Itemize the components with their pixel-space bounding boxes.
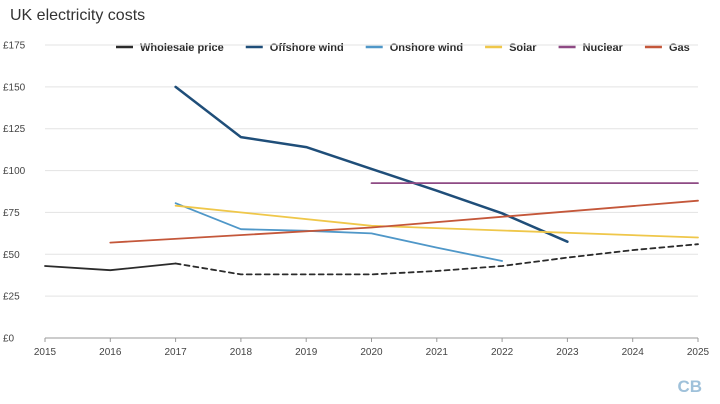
x-tick-label: 2018: [230, 347, 253, 358]
x-tick-label: 2025: [687, 347, 710, 358]
x-tick-label: 2023: [556, 347, 579, 358]
series-lines: [44, 85, 699, 276]
y-tick-label: £100: [3, 166, 26, 177]
grid: [45, 44, 698, 297]
x-tick-label: 2019: [295, 347, 318, 358]
y-tick-label: £150: [3, 82, 26, 93]
legend-label-offshore-wind: Offshore wind: [270, 42, 344, 54]
legend-label-gas: Gas: [669, 42, 690, 54]
y-tick-label: £175: [3, 41, 26, 52]
x-tick-label: 2017: [164, 347, 187, 358]
y-tick-label: £75: [3, 208, 20, 219]
y-tick-label: £0: [3, 334, 15, 345]
gas-line: [109, 199, 699, 244]
y-tick-label: £125: [3, 124, 26, 135]
x-tick-label: 2020: [360, 347, 383, 358]
chart-title: UK electricity costs: [10, 7, 145, 24]
x-tick-label: 2022: [491, 347, 514, 358]
carbon-brief-logo: CB: [677, 377, 702, 396]
x-tick-label: 2021: [426, 347, 449, 358]
wholesale-price-line-actual: [44, 262, 177, 272]
x-tick-label: 2024: [622, 347, 645, 358]
solar-line: [174, 204, 699, 239]
legend-label-onshore-wind: Onshore wind: [390, 42, 463, 54]
onshore-wind-line: [174, 202, 504, 262]
legend-label-solar: Solar: [509, 42, 537, 54]
axes: £0 £25 £50 £75 £100 £125 £150 £175 2015 2016 2017 2…: [3, 41, 710, 359]
legend: Wholesale price Offshore wind Onshore wind…: [116, 42, 690, 54]
y-tick-label: £25: [3, 292, 20, 303]
offshore-wind-line: [174, 85, 569, 243]
wholesale-price-line-projected: [174, 243, 699, 276]
y-tick-label: £50: [3, 250, 20, 261]
legend-label-nuclear: Nuclear: [583, 42, 624, 54]
legend-label-wholesale-price: Wholesale price: [140, 42, 224, 54]
x-tick-label: 2015: [34, 347, 57, 358]
x-tick-label: 2016: [99, 347, 122, 358]
